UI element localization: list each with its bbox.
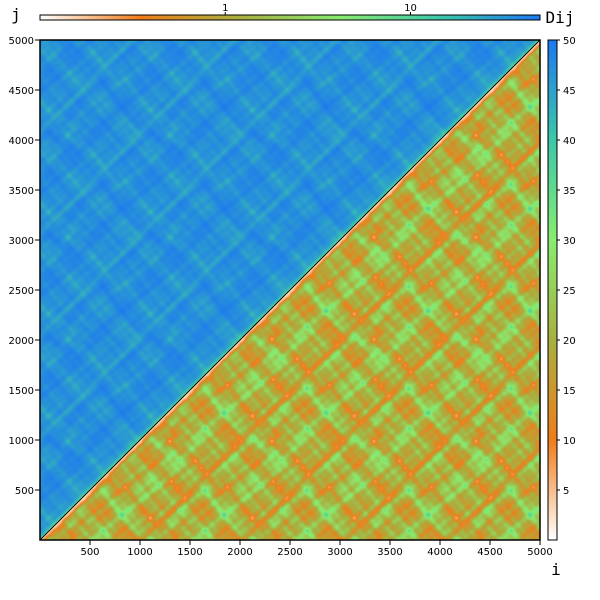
y-tick-label: 3000 <box>9 236 34 247</box>
colorbar-tick-label: 5 <box>563 486 569 497</box>
x-tick-label: 2000 <box>227 547 252 558</box>
colorbar-tick-label: 15 <box>563 386 576 397</box>
x-tick-label: 1000 <box>127 547 152 558</box>
colorbar-tick-label: 30 <box>563 236 576 247</box>
x-tick-label: 4500 <box>477 547 502 558</box>
top-colorbar-tick-label: 10 <box>404 3 417 14</box>
y-tick-label: 2500 <box>9 286 34 297</box>
y-tick-label: 4500 <box>9 86 34 97</box>
top-colorbar-tick-label: 1 <box>222 3 228 14</box>
top-colorbar <box>39 14 541 21</box>
colorbar-tick-label: 10 <box>563 436 576 447</box>
x-tick-label: 5000 <box>527 547 552 558</box>
colorbar-tick-label: 25 <box>563 286 576 297</box>
y-tick-label: 3500 <box>9 186 34 197</box>
x-tick-label: 2500 <box>277 547 302 558</box>
colorbar-tick-label: 50 <box>563 36 576 47</box>
y-tick-label: 5000 <box>9 36 34 47</box>
colorbar-tick-label: 40 <box>563 136 576 147</box>
right-colorbar <box>547 39 558 541</box>
colorbar-tick-label: 35 <box>563 186 576 197</box>
x-tick-label: 3500 <box>377 547 402 558</box>
y-tick-label: 500 <box>15 486 34 497</box>
x-axis-label: i <box>551 560 561 579</box>
y-tick-label: 1000 <box>9 436 34 447</box>
colorbar-tick-label: 45 <box>563 86 576 97</box>
x-tick-label: 500 <box>80 547 99 558</box>
x-tick-label: 3000 <box>327 547 352 558</box>
diagonal-line <box>39 39 541 541</box>
x-tick-label: 4000 <box>427 547 452 558</box>
colorbar-label: Dij <box>546 8 575 27</box>
colorbar-tick-label: 20 <box>563 336 576 347</box>
x-tick-label: 1500 <box>177 547 202 558</box>
y-tick-label: 2000 <box>9 336 34 347</box>
y-tick-label: 4000 <box>9 136 34 147</box>
y-axis-label: j <box>11 5 21 24</box>
y-tick-label: 1500 <box>9 386 34 397</box>
